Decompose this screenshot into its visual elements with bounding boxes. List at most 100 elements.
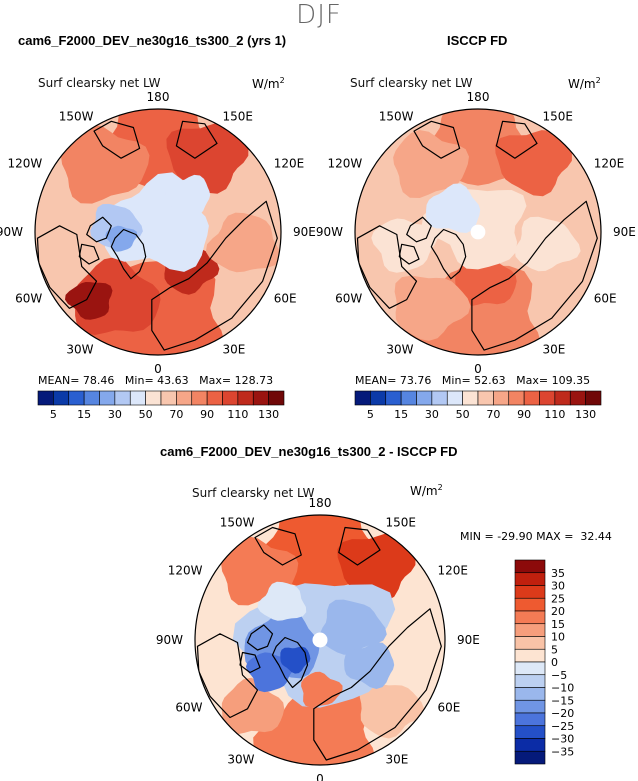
lon-label-0: 0: [474, 362, 482, 376]
coastline: [86, 216, 112, 243]
coastline: [36, 225, 98, 309]
coastline: [175, 120, 218, 159]
colorbar-tick-label: −35: [551, 745, 574, 758]
lon-label-60E: 60E: [437, 701, 460, 715]
colorbar-tick-label: 5: [367, 408, 374, 421]
lon-label-120E: 120E: [274, 157, 305, 171]
coastline: [271, 636, 309, 689]
panel1-min: 43.63: [157, 374, 189, 387]
colorbar-swatch: [514, 725, 546, 739]
colorbar-swatch: [514, 661, 546, 676]
panel2-unit: W/m2: [568, 76, 601, 91]
field-region: [495, 130, 572, 197]
lon-label-90W: 90W: [316, 225, 343, 239]
colorbar-tick-label: 130: [575, 408, 596, 421]
colorbar-tick-label: −5: [551, 669, 567, 682]
field-region: [65, 282, 113, 320]
colorbar-tick-label: 130: [258, 408, 279, 421]
panel1-title: cam6_F2000_DEV_ne30g16_ts300_2 (yrs 1): [18, 33, 287, 48]
panel2-max: 109.35: [551, 374, 591, 387]
lon-label-150W: 150W: [220, 516, 255, 530]
colorbar-swatch: [514, 572, 546, 586]
panel2-variable: Surf clearsky net LW: [350, 76, 473, 90]
season-title: DJF: [296, 0, 342, 30]
coastline: [110, 228, 147, 280]
lon-label-150W: 150W: [59, 109, 94, 123]
panel3-max: 32.44: [580, 530, 612, 543]
colorbar-tick-label: 70: [486, 408, 500, 421]
field-region: [205, 212, 281, 273]
coastline: [246, 624, 274, 651]
field-region: [394, 275, 471, 341]
map-border: [34, 108, 282, 356]
lon-label-30E: 30E: [543, 343, 566, 357]
lon-label-150E: 150E: [543, 109, 574, 123]
coastline: [406, 216, 432, 243]
colorbar-swatch: [514, 738, 546, 752]
panel3-variable: Surf clearsky net LW: [192, 486, 315, 500]
colorbar-swatch: [514, 712, 546, 727]
colorbar-swatch: [514, 597, 546, 612]
lon-label-90E: 90E: [457, 633, 480, 647]
colorbar-tick-label: −30: [551, 733, 574, 746]
lon-label-120E: 120E: [437, 564, 468, 578]
coastline: [196, 633, 259, 719]
lon-label-150E: 150E: [386, 516, 417, 530]
coastline: [471, 200, 598, 351]
field-region: [359, 683, 425, 739]
lon-label-120W: 120W: [8, 157, 43, 171]
panel1-coastlines: [36, 120, 278, 351]
coastline: [93, 120, 141, 159]
lon-label-60E: 60E: [594, 292, 617, 306]
lon-label-30W: 30W: [227, 752, 254, 766]
colorbar-swatch: [514, 623, 546, 637]
lon-label-60W: 60W: [175, 701, 202, 715]
lon-label-90W: 90W: [156, 633, 183, 647]
colorbar-tick-label: −20: [551, 707, 574, 720]
lon-label-0: 0: [154, 362, 162, 376]
lon-label-30W: 30W: [66, 343, 93, 357]
panel1-mean: 78.46: [82, 374, 115, 387]
colorbar-swatch: [514, 750, 546, 765]
colorbar-tick-label: 15: [551, 618, 565, 631]
panel2-field: [355, 109, 601, 355]
colorbar-tick-label: 90: [517, 408, 531, 421]
colorbar-tick-label: 10: [551, 631, 565, 644]
coastline: [430, 228, 467, 280]
field-region: [257, 581, 307, 621]
pole-hole: [312, 632, 328, 648]
colorbar-swatch: [514, 699, 546, 714]
colorbar-tick-label: 20: [551, 605, 565, 618]
lon-label-0: 0: [316, 772, 324, 781]
lon-label-180: 180: [147, 90, 170, 104]
field-region: [166, 123, 249, 194]
panel2-min: 52.63: [474, 374, 506, 387]
panel2-coastlines: [356, 120, 598, 351]
panel3-coastlines: [196, 526, 442, 761]
field-region: [221, 677, 285, 735]
lon-label-120W: 120W: [328, 157, 363, 171]
colorbar-swatch: [514, 559, 546, 574]
colorbar-tick-label: 25: [551, 592, 565, 605]
lon-label-90E: 90E: [613, 225, 636, 239]
field-region: [319, 599, 387, 655]
colorbar-tick-label: 5: [50, 408, 57, 421]
colorbar-swatch: [514, 687, 546, 701]
panel3-stats: MIN = -29.90 MAX = 32.44: [460, 530, 612, 543]
lon-label-180: 180: [309, 496, 332, 510]
field-region: [301, 671, 343, 708]
coastline: [338, 526, 381, 566]
map-border: [194, 514, 446, 766]
panel3-title: cam6_F2000_DEV_ne30g16_ts300_2 - ISCCP F…: [160, 444, 458, 459]
panel2-mean: 73.76: [399, 374, 432, 387]
coastline: [313, 608, 442, 761]
coastline: [413, 120, 461, 159]
colorbar-tick-label: 15: [77, 408, 91, 421]
field-region: [337, 533, 416, 602]
